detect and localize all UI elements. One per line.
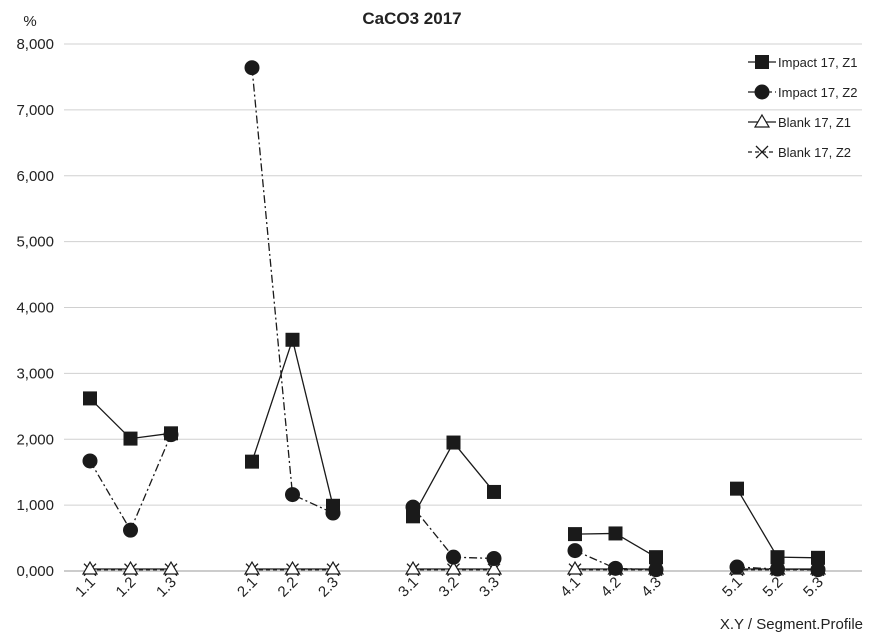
x-tick-label: 4.1 [557,574,584,601]
y-axis-label: % [23,13,36,30]
y-tick-label: 8,000 [16,36,54,53]
series-line [736,566,819,571]
x-tick-label: 2.1 [234,574,261,601]
series-line [736,488,819,559]
series-line [89,434,172,532]
legend-label: Blank 17, Z1 [778,115,851,130]
data-point [243,560,261,575]
legend: Impact 17, Z1 Impact 17, Z2 Blank 17, Z1 Bl… [748,55,857,160]
x-tick-label: 5.2 [760,574,787,601]
x-tick-label: 5.3 [800,574,827,601]
x-tick-label: 2.2 [275,574,302,601]
data-point [285,332,300,347]
data-point [730,481,744,496]
y-tick-label: 5,000 [16,234,54,251]
legend-marker [755,55,769,69]
data-point [729,559,745,575]
data-point [608,560,623,576]
series-line [251,337,334,506]
data-point [566,560,584,575]
data-point [244,60,260,76]
data-point [162,560,180,575]
x-tick-label: 1.1 [72,574,99,601]
x-tick-label: 4.3 [638,574,665,601]
legend-marker [755,145,769,159]
data-point [245,454,259,469]
legend-item: Blank 17, Z2 [748,145,851,160]
gridlines [64,43,862,572]
x-tick-label: 3.3 [476,574,503,601]
data-point [123,522,138,538]
legend-item: Blank 17, Z1 [748,113,851,130]
series-impact-17-z1 [83,332,825,565]
legend-label: Blank 17, Z2 [778,145,851,160]
data-point [81,560,99,575]
data-point [648,562,664,578]
x-tick-label: 3.2 [436,574,463,601]
x-tick-label: 1.3 [153,574,180,601]
chart-title: CaCO3 2017 [362,9,461,28]
data-point [404,560,422,575]
x-tick-label: 1.2 [113,574,140,601]
data-point [122,560,139,575]
x-tick-label: 4.2 [598,574,625,601]
x-tick-label: 2.3 [315,574,342,601]
data-point [284,560,301,575]
y-tick-label: 1,000 [16,497,54,514]
legend-item: Impact 17, Z2 [748,84,857,100]
y-tick-label: 6,000 [16,168,54,185]
legend-label: Impact 17, Z1 [778,55,857,70]
data-point [568,527,582,542]
data-point [164,426,178,441]
data-point [649,550,663,565]
legend-marker [754,84,770,100]
y-tick-label: 3,000 [16,365,54,382]
data-point [770,550,785,565]
series-impact-17-z2 [82,60,826,578]
y-tick-label: 0,000 [16,563,54,580]
data-point [487,484,501,499]
y-tick-label: 7,000 [16,102,54,119]
data-point [123,431,138,446]
data-point [324,560,342,575]
x-axis-label: X.Y / Segment.Profile [720,616,863,633]
data-point [446,435,461,450]
data-point [485,560,503,575]
y-axis-ticks: 0,000 1,000 2,000 3,000 4,000 5,000 6,000 7,000… [16,36,54,580]
data-point [608,526,623,541]
data-point [811,550,825,565]
x-tick-label: 5.1 [719,574,746,601]
x-axis-ticks: 1.1 1.2 1.3 2.1 2.2 2.3 3.1 3.2 3.3 4.1 4.2 4.3 5.1 5… [72,574,827,601]
x-tick-label: 3.1 [395,574,422,601]
data-point [445,560,462,575]
data-point [82,453,98,469]
series-layer [81,60,827,578]
data-point [567,543,583,559]
legend-marker [753,113,771,128]
legend-item: Impact 17, Z1 [748,55,857,70]
data-point [446,549,461,565]
data-point [83,391,97,406]
y-tick-label: 4,000 [16,300,54,317]
data-point [406,509,420,524]
data-point [770,561,785,577]
data-point [326,498,340,513]
data-point [285,487,300,503]
legend-label: Impact 17, Z2 [778,85,857,100]
data-point [810,562,826,578]
series-line [251,67,334,514]
y-tick-label: 2,000 [16,431,54,448]
data-point [486,550,502,566]
